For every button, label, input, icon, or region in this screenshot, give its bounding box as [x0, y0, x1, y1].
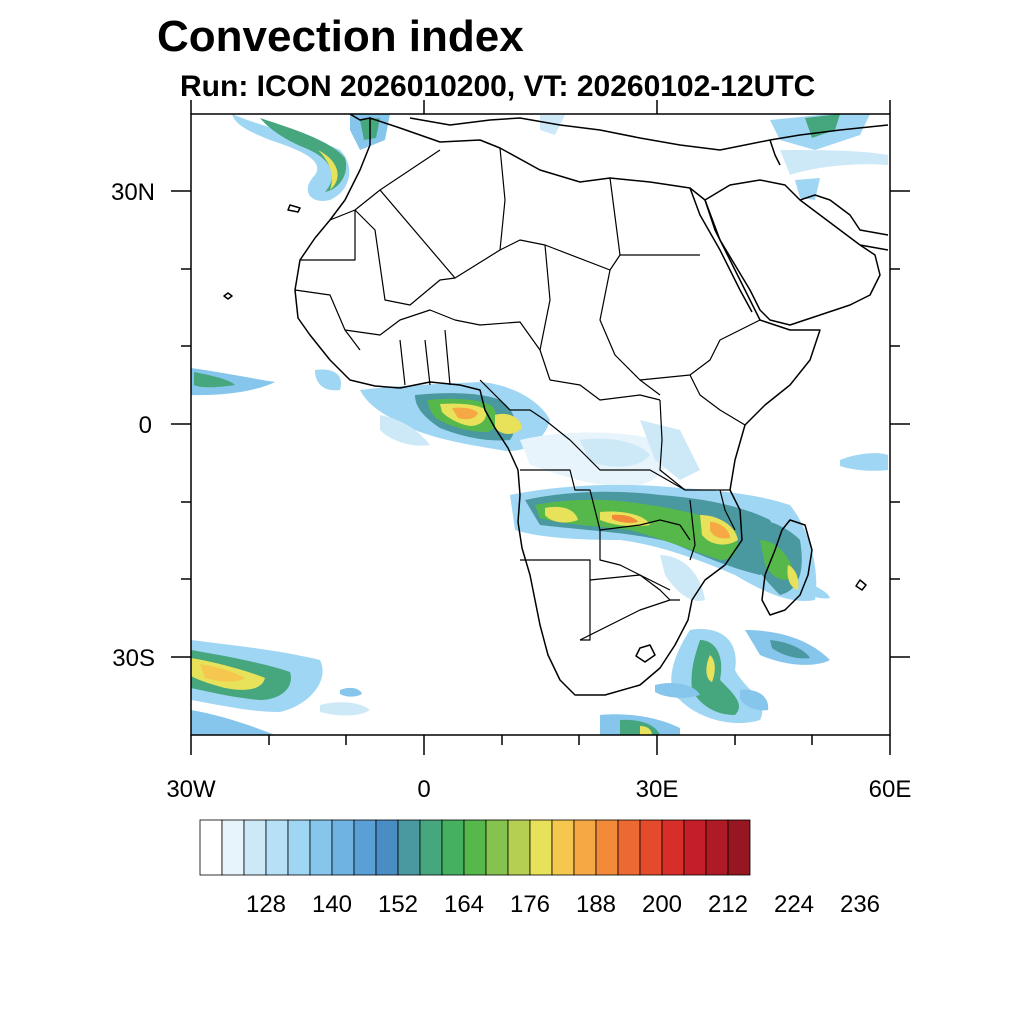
- colorbar-label: 200: [642, 891, 682, 918]
- map-title: Convection index: [157, 12, 524, 61]
- lon-tick-label-30e: 30E: [636, 776, 679, 803]
- colorbar-label: 164: [444, 891, 484, 918]
- lat-tick-label-30n: 30N: [111, 179, 155, 206]
- colorbar-label: 236: [840, 891, 880, 918]
- colorbar-label: 188: [576, 891, 616, 918]
- colorbar-swatch: [353, 819, 377, 876]
- colorbar-label: 140: [312, 891, 352, 918]
- colorbar-label: 152: [378, 891, 418, 918]
- colorbar-swatch: [463, 819, 487, 876]
- colorbar-swatch: [595, 819, 619, 876]
- colorbar-label: 224: [774, 891, 814, 918]
- colorbar-swatch: [551, 819, 575, 876]
- colorbar-label: 176: [510, 891, 550, 918]
- lat-tick-label-30s: 30S: [112, 645, 155, 672]
- colorbar-label: 128: [246, 891, 286, 918]
- colorbar-labels: 128 140 152 164 176 188 200 212 224 236: [246, 891, 880, 918]
- colorbar-swatch: [287, 819, 311, 876]
- colorbar-swatch: [375, 819, 399, 876]
- axis-ticks: [171, 100, 910, 755]
- map-subtitle: Run: ICON 2026010200, VT: 20260102-12UTC: [180, 70, 816, 103]
- colorbar-swatch: [529, 819, 553, 876]
- colorbar: [199, 819, 751, 876]
- lon-tick-label-60e: 60E: [869, 776, 912, 803]
- coastlines: [223, 114, 889, 696]
- lon-tick-label-30w: 30W: [166, 776, 216, 803]
- colorbar-swatch: [727, 819, 751, 876]
- colorbar-swatch: [397, 819, 421, 876]
- colorbar-swatch: [617, 819, 641, 876]
- colorbar-swatch: [573, 819, 597, 876]
- colorbar-swatch: [507, 819, 531, 876]
- colorbar-swatch: [639, 819, 663, 876]
- colorbar-label: 212: [708, 891, 748, 918]
- lon-tick-label-0: 0: [417, 776, 430, 803]
- colorbar-swatch: [485, 819, 509, 876]
- colorbar-swatch: [331, 819, 355, 876]
- colorbar-swatch: [441, 819, 465, 876]
- colorbar-swatch: [221, 819, 245, 876]
- colorbar-swatch: [661, 819, 685, 876]
- colorbar-swatch: [309, 819, 333, 876]
- colorbar-swatch: [705, 819, 729, 876]
- country-borders: [294, 147, 761, 641]
- lat-tick-label-0: 0: [139, 412, 152, 439]
- colorbar-swatch: [265, 819, 289, 876]
- colorbar-swatch: [199, 819, 223, 876]
- colorbar-swatch: [683, 819, 707, 876]
- colorbar-swatch: [243, 819, 267, 876]
- colorbar-swatch: [419, 819, 443, 876]
